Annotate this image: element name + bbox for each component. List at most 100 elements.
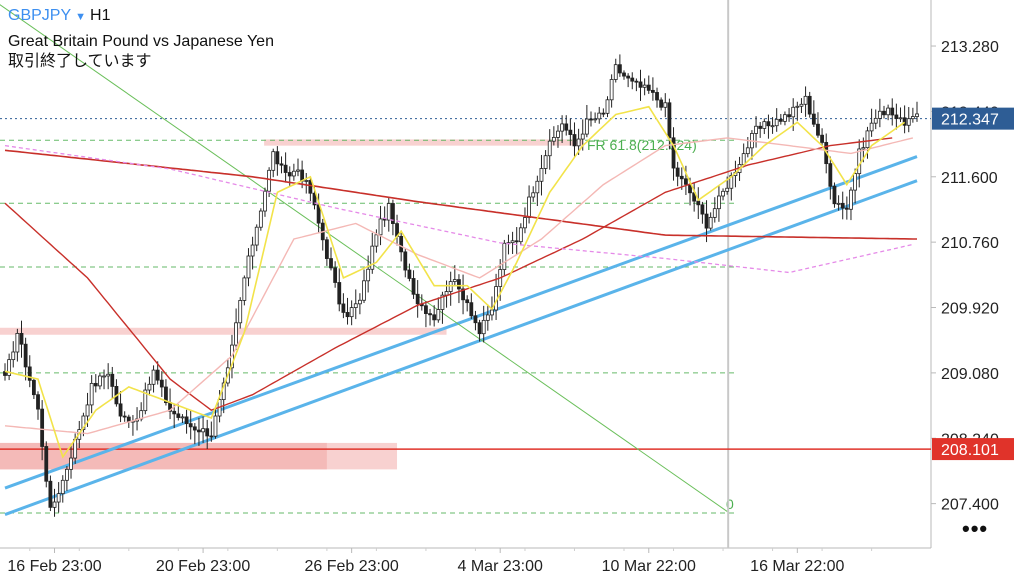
fib-level-label: FR 61.8(212.024) — [587, 137, 697, 153]
candle-body — [329, 258, 333, 269]
candle-body — [655, 92, 659, 101]
candle-body — [910, 116, 915, 120]
candle-body — [36, 394, 40, 410]
candle-body — [873, 117, 878, 124]
candle-body — [469, 302, 474, 317]
candle-body — [642, 84, 647, 88]
chart-header[interactable]: GBPJPY ▼ H1 — [8, 6, 110, 27]
candle-body — [518, 227, 523, 243]
candle-body — [448, 281, 453, 292]
candle-body — [366, 268, 371, 282]
candle-body — [638, 81, 643, 88]
candle-body — [758, 125, 763, 129]
more-options-icon[interactable]: ••• — [962, 516, 989, 541]
x-tick-label: 4 Mar 23:00 — [458, 558, 543, 575]
moving-average-line — [4, 105, 906, 459]
fib-zero-label: 0 — [726, 496, 734, 512]
candle-body — [399, 236, 404, 253]
candle-body — [650, 89, 655, 93]
candle-body — [774, 118, 779, 127]
candle-body — [27, 366, 32, 381]
marker-price-tag — [932, 438, 1014, 461]
current-price-tag — [932, 107, 1014, 130]
candle-body — [869, 122, 874, 132]
y-tick-label: 211.600 — [941, 170, 998, 187]
candle-body — [44, 446, 49, 482]
candle-body — [894, 114, 899, 120]
candle-body — [778, 118, 783, 122]
candle-body — [560, 123, 565, 132]
candle-body — [696, 200, 701, 206]
candle-body — [172, 410, 177, 415]
symbol-label[interactable]: GBPJPY — [8, 7, 72, 24]
candle-body — [514, 240, 519, 243]
candle-body — [374, 234, 379, 247]
candle-body — [820, 134, 824, 143]
candle-body — [816, 123, 820, 136]
candle-body — [143, 389, 148, 412]
candle-body — [721, 190, 725, 197]
candle-body — [106, 373, 111, 377]
x-tick-label: 16 Mar 22:00 — [750, 558, 844, 575]
candle-body — [663, 102, 668, 108]
candle-body — [31, 379, 36, 396]
candle-body — [324, 239, 329, 259]
moving-average-line — [4, 137, 914, 435]
candle-body — [246, 255, 251, 279]
timeframe-label[interactable]: H1 — [90, 7, 111, 24]
candle-body — [531, 192, 536, 198]
candle-body — [341, 303, 346, 313]
candle-body — [287, 172, 292, 177]
candle-body — [19, 333, 24, 345]
candle-body — [630, 77, 635, 82]
moving-average-line — [4, 149, 917, 240]
candle-body — [667, 102, 672, 139]
candle-body — [424, 305, 428, 315]
candle-body — [593, 118, 598, 121]
candle-body — [15, 333, 20, 353]
candle-body — [754, 125, 758, 134]
candle-body — [89, 382, 94, 406]
trendline — [4, 155, 918, 490]
y-tick-label: 207.400 — [941, 497, 999, 514]
candle-body — [626, 75, 631, 79]
candle-body — [576, 138, 581, 147]
candle-body — [853, 173, 857, 191]
candle-body — [242, 277, 247, 301]
candle-body — [803, 95, 808, 105]
candle-body — [312, 192, 317, 206]
candle-body — [337, 282, 342, 305]
candle-body — [432, 314, 437, 321]
candle-body — [799, 103, 804, 107]
candle-body — [477, 322, 482, 335]
x-tick-label: 26 Feb 23:00 — [304, 558, 398, 575]
candle-body — [543, 155, 548, 169]
candle-body — [275, 151, 280, 165]
candle-body — [11, 351, 16, 361]
candle-body — [184, 416, 189, 425]
candle-body — [568, 129, 573, 135]
candle-body — [671, 137, 676, 169]
market-status: 取引終了しています — [8, 53, 152, 70]
candle-body — [675, 167, 680, 177]
candle-body — [580, 133, 585, 140]
candle-body — [684, 178, 688, 185]
current-price-tag-label: 212.347 — [941, 112, 999, 129]
candle-body — [159, 379, 164, 388]
instrument-description: Great Britain Pound vs Japanese Yen — [8, 33, 274, 50]
candle-body — [391, 203, 395, 224]
candle-body — [502, 242, 507, 270]
candle-body — [725, 187, 730, 192]
candle-body — [882, 110, 886, 116]
candle-body — [844, 207, 849, 210]
candle-body — [60, 479, 65, 495]
candle-body — [452, 279, 457, 282]
candle-body — [646, 84, 651, 91]
candle-body — [316, 204, 321, 224]
candle-body — [254, 226, 259, 246]
candle-body — [766, 121, 771, 127]
caret-down-icon[interactable]: ▼ — [75, 11, 87, 23]
candle-body — [783, 114, 787, 122]
candle-body — [258, 210, 263, 228]
